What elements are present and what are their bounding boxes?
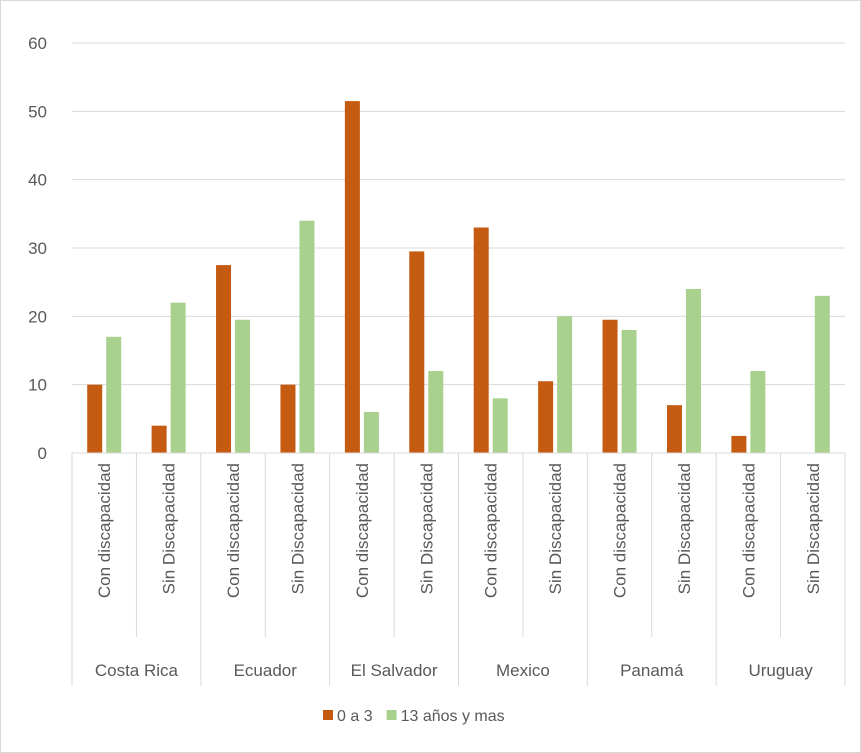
x-group-label: Mexico (496, 661, 550, 680)
bars (87, 101, 830, 453)
legend-label: 13 años y mas (401, 708, 505, 725)
x-category-label: Con discapacidad (353, 463, 372, 598)
x-category-label: Sin Discapacidad (417, 463, 436, 594)
x-category-label: Con discapacidad (482, 463, 501, 598)
x-category-label: Sin Discapacidad (288, 463, 307, 594)
x-group-label: Uruguay (748, 661, 813, 680)
bar-series-2 (299, 220, 315, 453)
bar-series-1 (409, 251, 425, 453)
y-tick-label: 60 (28, 34, 47, 53)
x-axis (71, 452, 846, 686)
bar-series-1 (538, 381, 554, 453)
bar-series-2 (750, 371, 766, 453)
bar-series-2 (106, 336, 122, 453)
bar-series-1 (216, 265, 232, 453)
y-tick-label: 20 (28, 307, 47, 326)
x-axis-categories: Con discapacidad Sin Discapacidad Con disc… (95, 463, 823, 598)
bar-series-1 (731, 435, 747, 453)
y-tick-label: 10 (28, 376, 47, 395)
y-tick-label: 0 (38, 444, 47, 463)
legend-swatch (386, 710, 397, 720)
bar-series-1 (344, 101, 360, 453)
bar-series-1 (473, 227, 489, 453)
x-group-label: El Salvador (351, 661, 438, 680)
x-group-label: Ecuador (234, 661, 298, 680)
legend: 0 a 3 13 años y mas (323, 708, 505, 725)
y-tick-label: 40 (28, 171, 47, 190)
bar-series-2 (621, 330, 637, 453)
x-category-label: Sin Discapacidad (160, 463, 179, 594)
bar-series-2 (814, 295, 830, 453)
y-tick-label: 50 (28, 102, 47, 121)
bar-series-1 (602, 319, 618, 453)
legend-swatch (323, 710, 333, 720)
x-category-label: Con discapacidad (611, 463, 630, 598)
bar-series-1 (87, 384, 103, 453)
bar-series-2 (235, 319, 251, 453)
y-tick-label: 30 (28, 239, 47, 258)
y-axis-ticks: 0 10 20 30 40 50 60 (28, 34, 47, 463)
x-category-label: Sin Discapacidad (804, 463, 823, 594)
bar-series-2 (557, 316, 573, 453)
x-category-label: Con discapacidad (739, 463, 758, 598)
bar-series-1 (151, 425, 167, 453)
x-category-label: Sin Discapacidad (546, 463, 565, 594)
bar-series-2 (685, 289, 701, 453)
x-axis-groups: Costa Rica Ecuador El Salvador Mexico Panamá… (95, 661, 813, 680)
bar-series-2 (492, 398, 508, 453)
gridlines (72, 42, 845, 386)
bar-series-2 (170, 302, 186, 453)
x-group-label: Costa Rica (95, 661, 179, 680)
bar-series-1 (280, 384, 296, 453)
bar-series-1 (666, 405, 682, 453)
bar-series-2 (363, 412, 379, 453)
x-category-label: Con discapacidad (95, 463, 114, 598)
x-category-label: Sin Discapacidad (675, 463, 694, 594)
x-group-label: Panamá (620, 661, 684, 680)
legend-label: 0 a 3 (337, 708, 373, 725)
x-category-label: Con discapacidad (224, 463, 243, 598)
bar-series-2 (428, 371, 444, 453)
